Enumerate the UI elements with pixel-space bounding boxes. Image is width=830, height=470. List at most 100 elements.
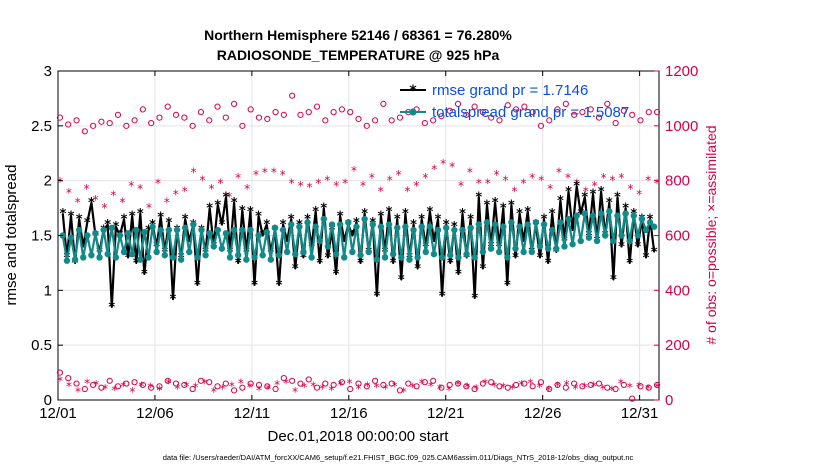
totalspread-point: [422, 248, 429, 256]
rmse-point: *: [553, 245, 560, 260]
obs-assimilated-marker: *: [265, 382, 271, 396]
obs-assimilated-marker: *: [301, 381, 307, 395]
totalspread-point: [638, 215, 646, 223]
obs-possible-marker: [595, 380, 603, 387]
chart-subtitle: RADIOSONDE_TEMPERATURE @ 925 hPa: [217, 47, 500, 63]
totalspread-point: [234, 252, 242, 259]
x-tick-label: 12/16: [330, 405, 368, 422]
totalspread-point: [483, 219, 491, 226]
obs-possible-marker: [222, 114, 229, 121]
rmse-point: *: [182, 213, 189, 228]
totalspread-point: [369, 221, 376, 228]
obs-possible-marker: [562, 384, 569, 391]
rmse-point: *: [504, 278, 511, 293]
obs-assimilated-marker: *: [208, 182, 214, 196]
totalspread-point: [198, 226, 205, 234]
obs-possible-marker: [98, 384, 105, 391]
obs-possible-marker: [554, 106, 561, 113]
obs-possible-marker: [114, 383, 122, 390]
obs-assimilated-marker: *: [511, 185, 517, 199]
totalspread-point: [646, 219, 654, 226]
obs-assimilated-marker: *: [66, 186, 72, 200]
y-tick-label: 1.5: [31, 228, 52, 245]
obs-assimilated-marker: *: [292, 385, 298, 399]
obs-assimilated-marker: *: [146, 201, 152, 215]
totalspread-point: [112, 254, 120, 261]
obs-possible-marker: [637, 117, 644, 124]
obs-possible-marker: [330, 381, 337, 389]
obs-possible-marker: [338, 379, 346, 386]
rmse-point: *: [610, 273, 617, 288]
rmse-point: *: [247, 205, 254, 220]
rmse-point: *: [112, 220, 119, 235]
totalspread-point: [186, 248, 193, 256]
obs-possible-marker: [230, 387, 238, 394]
obs-assimilated-marker: *: [609, 174, 615, 188]
legend-spread-label: totalspread grand pr = 1.5087: [432, 104, 629, 121]
obs-possible-marker: [123, 380, 130, 387]
x-axis-label: Dec.01,2018 00:00:00 start: [268, 428, 450, 445]
rmse-point: *: [508, 198, 515, 213]
totalspread-point: [614, 212, 621, 219]
obs-possible-marker: [496, 117, 503, 124]
totalspread-point: [100, 226, 107, 234]
obs-assimilated-marker: *: [244, 182, 250, 196]
totalspread-point: [471, 254, 478, 261]
obs-possible-marker: [405, 380, 412, 387]
y-tick-label: 0: [44, 392, 52, 409]
rmse-point: *: [145, 224, 152, 239]
obs-possible-marker: [529, 383, 536, 390]
rmse-point: *: [284, 234, 291, 249]
rmse-point: *: [398, 273, 405, 288]
obs-assimilated-marker: *: [520, 176, 526, 190]
obs-assimilated-marker: *: [102, 201, 108, 215]
rmse-point: *: [402, 207, 409, 222]
obs-assimilated-marker: *: [166, 377, 172, 391]
obs-possible-marker: [571, 380, 578, 387]
obs-assimilated-marker: *: [129, 385, 135, 399]
totalspread-point: [169, 254, 177, 261]
obs-possible-marker: [214, 383, 221, 390]
obs-assimilated-marker: *: [262, 165, 268, 179]
obs-possible-marker: [355, 380, 362, 387]
obs-assimilated-marker: *: [437, 382, 443, 396]
obs-possible-marker: [56, 114, 64, 121]
obs-assimilated-marker: *: [283, 377, 289, 391]
obs-possible-marker: [289, 377, 296, 384]
obs-possible-marker: [479, 109, 487, 116]
rmse-point: *: [76, 213, 83, 228]
obs-assimilated-marker: *: [565, 171, 571, 185]
obs-possible-marker: [421, 379, 428, 386]
totalspread-point: [263, 229, 270, 236]
totalspread-point: [581, 210, 589, 217]
rmse-point: *: [577, 207, 584, 222]
obs-possible-marker: [504, 384, 511, 391]
obs-assimilated-marker: *: [600, 382, 606, 396]
obs-possible-marker: [81, 385, 88, 393]
obs-possible-marker: [164, 103, 171, 110]
obs-assimilated-marker: *: [494, 168, 500, 182]
totalspread-point: [316, 237, 323, 245]
obs-possible-marker: [272, 109, 279, 116]
totalspread-point: [565, 215, 572, 223]
obs-assimilated-marker: *: [473, 382, 479, 396]
rmse-point: *: [537, 251, 544, 266]
totalspread-point: [177, 256, 185, 263]
obs-possible-marker: [396, 387, 404, 394]
obs-assimilated-marker: *: [536, 381, 542, 395]
rmse-point: *: [431, 234, 438, 249]
obs-possible-marker: [181, 114, 188, 121]
rmse-point: *: [320, 202, 327, 217]
obs-possible-marker: [106, 119, 113, 127]
totalspread-point: [173, 226, 181, 234]
obs-assimilated-marker: *: [84, 377, 90, 391]
obs-assimilated-marker: *: [627, 381, 633, 395]
totalspread-point: [149, 223, 156, 230]
rmse-point: *: [239, 204, 246, 219]
obs-possible-marker: [189, 385, 196, 393]
rmse-point: *: [520, 234, 527, 249]
obs-assimilated-marker: *: [500, 381, 506, 395]
totalspread-point: [336, 221, 344, 228]
obs-possible-marker: [587, 106, 594, 113]
